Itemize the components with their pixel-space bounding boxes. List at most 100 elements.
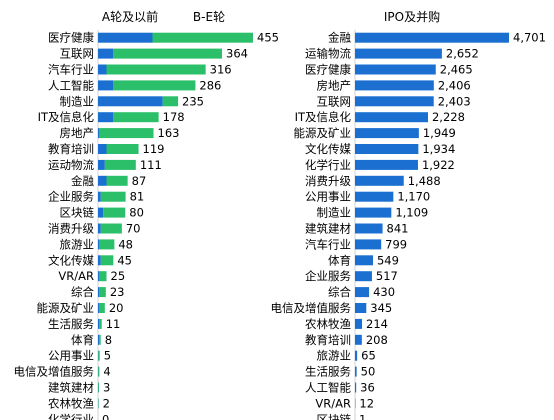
left-bar-series0 <box>98 255 101 266</box>
right-bar-series0 <box>355 80 434 91</box>
left-category-label: 区块链 <box>60 206 95 220</box>
left-bar-series0 <box>98 112 114 123</box>
left-bar-series1 <box>162 96 179 107</box>
right-bar-series0 <box>355 223 383 234</box>
right-category-label: 人工智能 <box>305 381 351 395</box>
left-header-1: B-E轮 <box>193 10 225 24</box>
right-category-label: 医疗健康 <box>305 63 351 77</box>
right-value-label: 841 <box>387 222 409 236</box>
right-value-label: 4,701 <box>513 31 546 45</box>
right-category-label: 金融 <box>328 31 351 45</box>
left-bar-series0 <box>98 32 153 43</box>
left-value-label: 364 <box>226 47 248 61</box>
left-bar-series1 <box>99 287 106 298</box>
right-value-label: 50 <box>361 365 376 379</box>
right-bar-series0 <box>355 175 404 186</box>
right-bar-series0 <box>355 48 442 59</box>
left-bar-series0 <box>98 96 163 107</box>
right-value-label: 2,228 <box>432 110 465 124</box>
left-value-label: 11 <box>106 317 121 331</box>
right-category-label: VR/AR <box>315 396 351 410</box>
left-bar-series0 <box>98 303 100 313</box>
left-value-label: 45 <box>117 253 132 267</box>
left-category-label: 生活服务 <box>48 317 94 331</box>
left-bar-series1 <box>103 207 126 218</box>
left-category-label: VR/AR <box>58 269 94 283</box>
right-bar-series0 <box>355 144 419 154</box>
left-value-label: 111 <box>140 158 162 172</box>
left-bar-series0 <box>98 175 107 186</box>
left-category-label: 互联网 <box>60 47 95 61</box>
right-bar-series0 <box>355 239 382 250</box>
left-bar-series1 <box>99 318 102 329</box>
left-category-label: 房地产 <box>60 126 95 140</box>
right-value-label: 549 <box>377 253 399 267</box>
right-bar-series0 <box>355 271 372 282</box>
left-bar-series1 <box>106 175 128 186</box>
right-value-label: 2,465 <box>440 63 473 77</box>
left-bar-series1 <box>106 64 206 75</box>
left-value-label: 119 <box>143 142 165 156</box>
right-value-label: 1,934 <box>422 142 455 156</box>
left-value-label: 4 <box>103 365 110 379</box>
right-value-label: 345 <box>370 301 392 315</box>
right-value-label: 214 <box>366 317 388 331</box>
right-value-label: 1,109 <box>395 206 428 220</box>
right-value-label: 799 <box>385 237 407 251</box>
left-category-label: 电信及增值服务 <box>14 365 95 379</box>
left-bar-series0 <box>98 144 107 154</box>
right-value-label: 208 <box>366 333 388 347</box>
left-value-label: 80 <box>129 206 144 220</box>
left-value-label: 5 <box>104 349 111 363</box>
left-value-label: 0 <box>102 412 109 420</box>
right-category-label: 旅游业 <box>317 349 352 363</box>
left-bar-series1 <box>113 48 222 59</box>
left-category-label: 文化传媒 <box>48 253 94 267</box>
left-bar-series0 <box>98 128 100 139</box>
left-category-label: 运动物流 <box>48 158 94 172</box>
left-bar-series0 <box>98 80 114 91</box>
right-category-label: 公用事业 <box>305 190 351 204</box>
right-category-label: 农林牧渔 <box>305 317 351 331</box>
left-bar-series1 <box>113 112 159 123</box>
right-bar-series0 <box>355 207 392 218</box>
right-value-label: 65 <box>361 349 376 363</box>
left-bar-series0 <box>98 64 107 75</box>
left-category-label: 建筑建材 <box>48 381 94 395</box>
right-bar-series0 <box>355 112 428 123</box>
left-bar-series1 <box>113 80 196 91</box>
left-bar-series0 <box>98 318 100 329</box>
right-bar-series0 <box>355 96 434 107</box>
left-value-label: 163 <box>158 126 180 140</box>
right-category-label: 互联网 <box>317 94 352 108</box>
left-value-label: 81 <box>130 190 145 204</box>
left-category-label: 汽车行业 <box>48 63 94 77</box>
right-category-label: IT及信息化 <box>295 110 352 124</box>
right-bar-series0 <box>355 318 363 329</box>
left-category-label: IT及信息化 <box>38 110 95 124</box>
right-bar-series0 <box>355 303 367 313</box>
right-value-label: 1,922 <box>422 158 455 172</box>
right-category-label: 房地产 <box>317 78 352 92</box>
left-bar-series0 <box>98 159 105 170</box>
left-bar-series0 <box>98 223 101 234</box>
left-bar-series1 <box>100 191 126 202</box>
left-bar-series0 <box>98 48 114 59</box>
right-bar-series0 <box>355 382 357 393</box>
left-bar-series1 <box>98 350 100 361</box>
right-category-label: 综合 <box>328 285 351 299</box>
left-category-label: 制造业 <box>60 94 95 108</box>
left-bar-series0 <box>98 334 100 345</box>
right-bar-series0 <box>355 64 436 75</box>
left-bar-series1 <box>100 255 114 266</box>
right-bar-series0 <box>355 287 370 298</box>
right-category-label: 电信及增值服务 <box>271 301 352 315</box>
left-bar-series1 <box>99 334 101 345</box>
left-bar-series1 <box>106 144 139 154</box>
right-category-label: 体育 <box>328 253 351 267</box>
left-bar-series1 <box>104 159 136 170</box>
left-value-label: 178 <box>163 110 185 124</box>
left-category-label: 旅游业 <box>60 237 95 251</box>
